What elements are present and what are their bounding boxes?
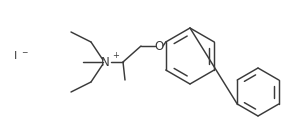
Text: +: +: [112, 51, 119, 61]
Text: O: O: [154, 40, 164, 52]
Text: N: N: [101, 56, 109, 68]
Text: −: −: [21, 48, 27, 58]
Text: I: I: [14, 51, 17, 61]
